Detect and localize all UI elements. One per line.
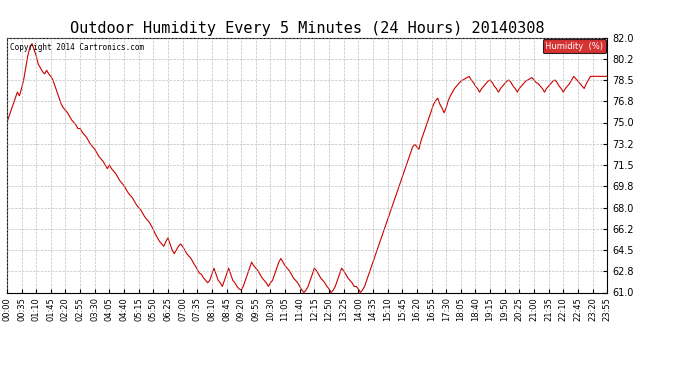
Title: Outdoor Humidity Every 5 Minutes (24 Hours) 20140308: Outdoor Humidity Every 5 Minutes (24 Hou… (70, 21, 544, 36)
Text: Copyright 2014 Cartronics.com: Copyright 2014 Cartronics.com (10, 43, 144, 52)
Legend: Humidity  (%): Humidity (%) (542, 39, 606, 53)
